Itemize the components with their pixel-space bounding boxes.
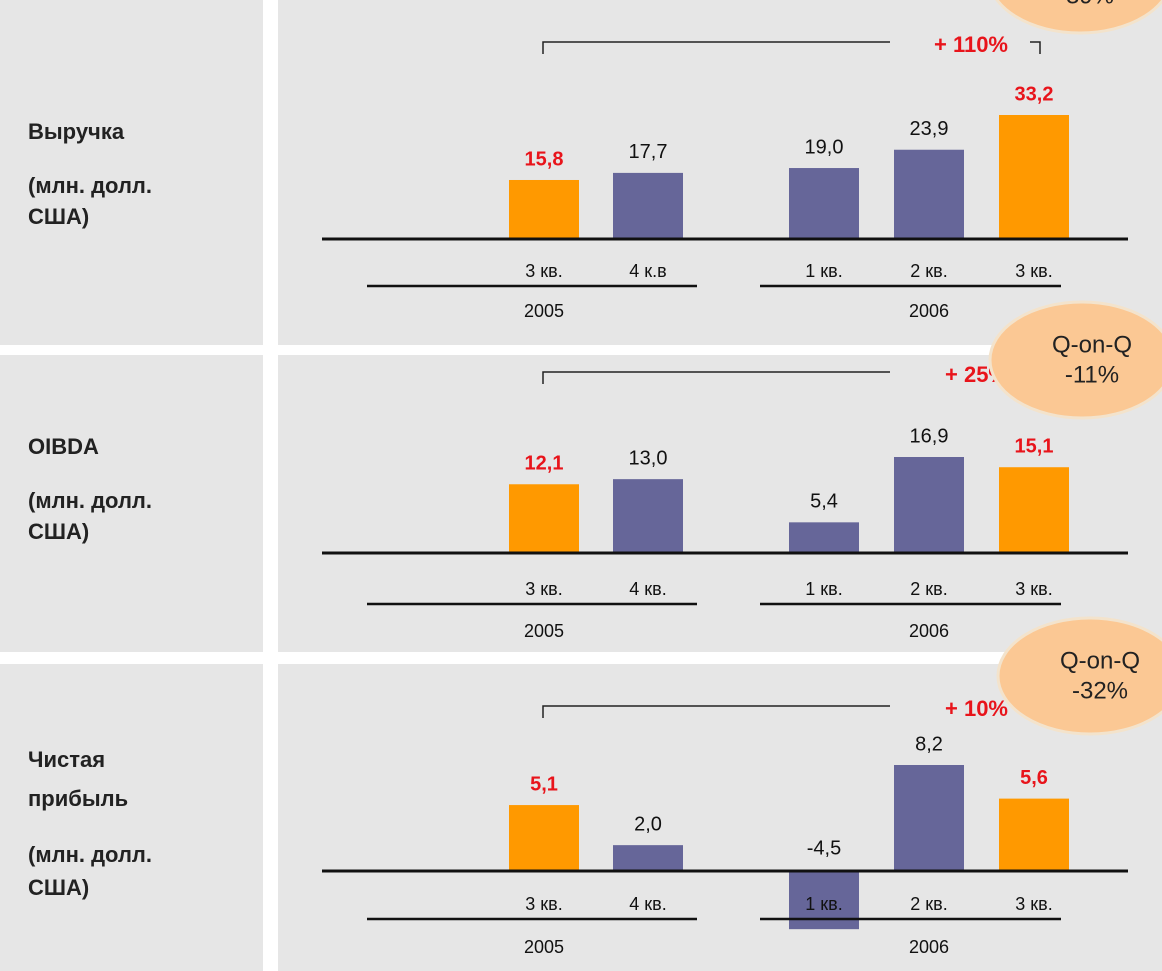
bar — [894, 149, 964, 239]
bar — [509, 484, 579, 553]
bar — [789, 168, 859, 239]
callout-text: Q-on-Q — [1060, 647, 1140, 674]
bar — [789, 522, 859, 553]
category-label: 1 кв. — [805, 894, 842, 914]
side-label: Выручка — [28, 119, 125, 144]
category-label: 3 кв. — [525, 894, 562, 914]
bar — [613, 479, 683, 553]
value-label: 16,9 — [910, 425, 949, 447]
group-label: 2005 — [524, 937, 564, 957]
bracket — [1030, 41, 1041, 54]
category-label: 3 кв. — [1015, 579, 1052, 599]
value-label: 5,6 — [1020, 767, 1048, 789]
callout-text: -32% — [1072, 677, 1128, 704]
category-label: 2 кв. — [910, 261, 947, 281]
bracket — [542, 705, 890, 718]
value-label: 17,7 — [629, 141, 668, 163]
bar — [509, 805, 579, 871]
value-label: 5,4 — [810, 491, 838, 513]
value-label: 15,8 — [525, 148, 564, 170]
value-label: 2,0 — [634, 813, 662, 835]
value-label: 13,0 — [629, 447, 668, 469]
value-label: -4,5 — [807, 837, 841, 859]
category-label: 4 к.в — [629, 261, 666, 281]
bar — [999, 115, 1069, 239]
side-label: (млн. долл. — [28, 842, 152, 867]
category-label: 3 кв. — [525, 579, 562, 599]
value-label: 19,0 — [805, 136, 844, 158]
group-label: 2006 — [909, 301, 949, 321]
panel-left — [0, 664, 263, 971]
value-label: 5,1 — [530, 773, 558, 795]
side-label: США) — [28, 519, 89, 544]
bar — [613, 172, 683, 239]
bar — [509, 179, 579, 239]
bar — [999, 467, 1069, 553]
value-label: 23,9 — [910, 118, 949, 140]
category-label: 3 кв. — [525, 261, 562, 281]
panel-left — [0, 355, 263, 652]
bar — [894, 765, 964, 871]
callout-bubble — [995, 0, 1162, 35]
bar — [999, 798, 1069, 871]
category-label: 2 кв. — [910, 579, 947, 599]
bar — [613, 845, 683, 871]
callout-text: Q-on-Q — [1052, 331, 1132, 358]
category-label: 4 кв. — [629, 579, 666, 599]
bracket — [542, 41, 890, 54]
value-label: 15,1 — [1015, 436, 1054, 458]
category-label: 3 кв. — [1015, 261, 1052, 281]
panel-left — [0, 0, 263, 345]
callout-bubble — [996, 616, 1162, 736]
category-label: 1 кв. — [805, 261, 842, 281]
bracket — [542, 371, 890, 384]
category-label: 1 кв. — [805, 579, 842, 599]
category-label: 3 кв. — [1015, 894, 1052, 914]
value-label: 8,2 — [915, 733, 943, 755]
side-label: (млн. долл. — [28, 173, 152, 198]
growth-label: + 10% — [945, 696, 1008, 721]
category-label: 4 кв. — [629, 894, 666, 914]
value-label: 33,2 — [1015, 83, 1054, 105]
group-label: 2006 — [909, 621, 949, 641]
side-label: (млн. долл. — [28, 488, 152, 513]
callout-text: 39% — [1066, 0, 1114, 9]
growth-label: + 110% — [934, 32, 1008, 57]
side-label: Чистая — [28, 747, 105, 772]
side-label: США) — [28, 875, 89, 900]
group-label: 2005 — [524, 621, 564, 641]
group-label: 2005 — [524, 301, 564, 321]
bar — [894, 457, 964, 553]
value-label: 12,1 — [525, 453, 564, 475]
side-label: OIBDA — [28, 434, 99, 459]
side-label: прибыль — [28, 786, 128, 811]
callout-bubble — [988, 300, 1162, 420]
category-label: 2 кв. — [910, 894, 947, 914]
callout-text: -11% — [1065, 361, 1119, 388]
side-label: США) — [28, 204, 89, 229]
group-label: 2006 — [909, 937, 949, 957]
